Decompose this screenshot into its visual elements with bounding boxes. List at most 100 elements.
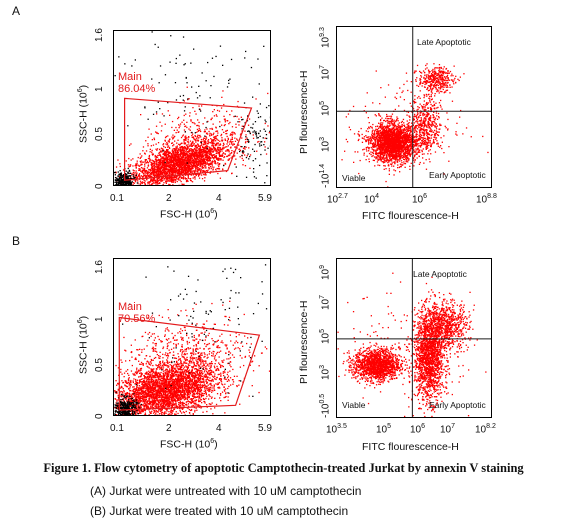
event-point [187, 167, 189, 169]
event-point [197, 173, 199, 175]
event-point [192, 148, 194, 151]
event-point [162, 153, 164, 155]
event-point [209, 97, 211, 99]
event-point [267, 147, 269, 149]
event-point [177, 178, 179, 180]
event-point [223, 156, 225, 159]
event-point [193, 170, 195, 173]
event-point [216, 130, 219, 132]
event-point [205, 166, 207, 168]
event-point [182, 183, 184, 185]
event-point [379, 152, 381, 154]
event-point [207, 151, 209, 154]
event-point [384, 153, 386, 155]
event-point [159, 170, 161, 173]
event-point [187, 158, 189, 160]
event-point [247, 153, 249, 155]
event-point [382, 126, 385, 129]
event-point [171, 142, 173, 144]
event-point [217, 139, 219, 141]
event-point [204, 117, 206, 119]
event-point [394, 152, 397, 154]
event-point [211, 139, 214, 141]
event-point [197, 153, 199, 155]
event-point [132, 183, 134, 185]
event-point [269, 130, 270, 132]
event-point [155, 184, 157, 185]
event-point [156, 148, 159, 150]
event-point [160, 155, 162, 158]
event-point [202, 155, 204, 158]
event-point [174, 172, 176, 174]
event-point [394, 158, 396, 161]
event-point [199, 162, 201, 164]
event-point [211, 151, 214, 153]
event-point [160, 180, 162, 183]
event-point [405, 157, 407, 159]
event-point [205, 156, 207, 158]
event-point [212, 169, 214, 171]
event-point [382, 137, 384, 139]
event-point [178, 143, 180, 145]
event-point [223, 115, 225, 117]
event-point [179, 54, 181, 56]
event-point [191, 145, 193, 147]
event-point [413, 138, 415, 140]
event-point [209, 150, 211, 152]
event-point [119, 174, 122, 176]
event-point [206, 163, 208, 165]
event-point [193, 137, 195, 139]
event-point [223, 156, 226, 158]
event-point [159, 160, 161, 162]
event-point [183, 123, 185, 125]
event-point [178, 124, 180, 126]
event-point [222, 154, 224, 157]
event-point [178, 179, 180, 181]
event-point [207, 169, 209, 171]
event-point [158, 164, 160, 166]
event-point [178, 165, 180, 167]
event-point [138, 173, 141, 175]
event-point [168, 162, 171, 164]
event-point [384, 145, 386, 148]
event-point [399, 145, 402, 147]
event-point [163, 153, 165, 156]
event-point [166, 144, 168, 146]
event-point [152, 153, 154, 155]
event-point [191, 149, 193, 151]
event-point [145, 169, 147, 172]
event-point [150, 167, 153, 169]
event-point [214, 136, 216, 138]
event-point [177, 149, 179, 151]
event-point [218, 148, 220, 150]
event-point [236, 115, 238, 118]
event-point [378, 137, 381, 139]
event-point [241, 128, 243, 130]
event-point [192, 177, 194, 179]
event-point [218, 153, 220, 155]
event-point [169, 184, 171, 185]
event-point [408, 128, 410, 130]
event-point [199, 153, 202, 155]
event-point [150, 175, 152, 178]
event-point [392, 154, 394, 156]
event-point [389, 150, 391, 152]
event-point [154, 174, 156, 176]
event-point [196, 165, 198, 167]
event-point [191, 145, 193, 147]
event-point [195, 151, 197, 153]
event-point [381, 141, 383, 144]
event-point [196, 160, 198, 162]
event-point [375, 125, 377, 128]
event-point [173, 179, 175, 181]
event-point [190, 119, 192, 121]
event-point [381, 133, 383, 136]
event-point [186, 179, 189, 181]
event-point [377, 159, 379, 161]
event-point [205, 152, 207, 154]
event-point [208, 157, 210, 159]
event-point [382, 126, 384, 128]
event-point [189, 153, 191, 155]
event-point [213, 139, 215, 142]
event-point [412, 147, 415, 149]
